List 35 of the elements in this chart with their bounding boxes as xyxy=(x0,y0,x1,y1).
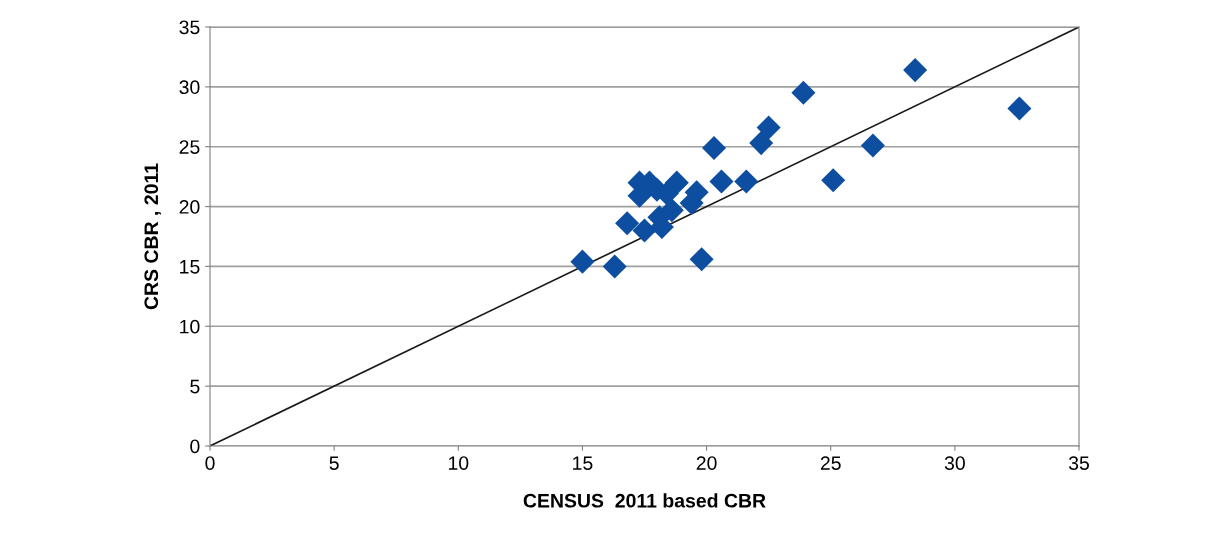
point xyxy=(860,133,885,158)
x-tick-label: 5 xyxy=(329,456,339,470)
y-tick-label: 25 xyxy=(179,140,200,154)
point xyxy=(791,80,816,105)
point xyxy=(749,131,774,156)
y-tick-label: 20 xyxy=(179,200,200,214)
x-tick-label: 10 xyxy=(448,456,469,470)
point xyxy=(734,169,759,194)
y-tick-label: 15 xyxy=(180,260,200,274)
point xyxy=(701,135,727,160)
point xyxy=(632,218,657,243)
point xyxy=(903,58,928,83)
y-tick-label: 0 xyxy=(190,439,200,454)
x-tick-label: 20 xyxy=(696,456,717,470)
y-axis-title: CRS CBR , 2011 xyxy=(144,163,161,310)
x-tick-label: 15 xyxy=(573,456,593,470)
point xyxy=(709,169,734,194)
x-axis-title: CENSUS 2011 based CBR xyxy=(523,493,766,508)
point xyxy=(821,168,846,193)
x-tick-label: 0 xyxy=(205,456,215,470)
x-tick-label: 35 xyxy=(1068,456,1089,470)
y-tick-label: 30 xyxy=(179,80,200,95)
y-tick-label: 35 xyxy=(179,20,200,35)
point xyxy=(659,198,684,223)
point xyxy=(664,170,689,195)
y-tick-label: 5 xyxy=(190,379,200,394)
x-tick-label: 30 xyxy=(944,456,965,470)
x-tick-label: 25 xyxy=(820,456,841,470)
point xyxy=(615,211,640,236)
point xyxy=(602,254,627,279)
point xyxy=(1007,96,1032,121)
y-tick-label: 10 xyxy=(180,319,200,334)
point xyxy=(756,115,781,140)
point xyxy=(570,249,595,274)
point xyxy=(689,247,714,272)
